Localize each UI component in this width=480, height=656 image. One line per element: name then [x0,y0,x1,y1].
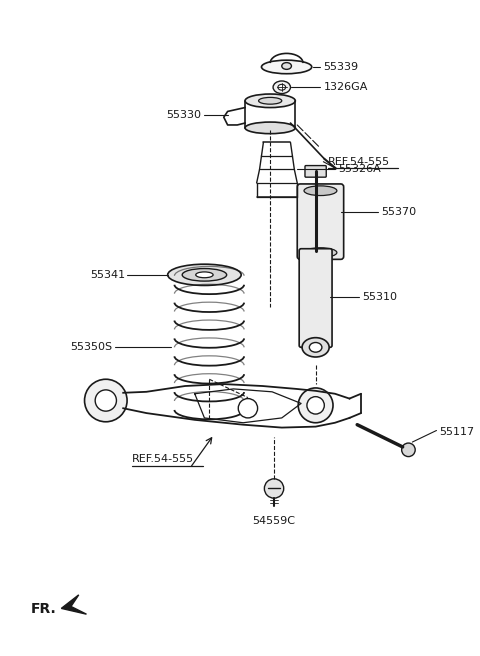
Circle shape [298,388,333,422]
Ellipse shape [282,62,291,70]
Text: 55341: 55341 [90,270,125,280]
Ellipse shape [302,338,329,357]
Ellipse shape [245,94,295,108]
Ellipse shape [273,81,290,94]
Ellipse shape [304,248,337,257]
Text: 54559C: 54559C [252,516,296,525]
Text: 55117: 55117 [439,428,475,438]
Ellipse shape [182,268,227,281]
Text: 55326A: 55326A [338,165,381,174]
Text: FR.: FR. [30,602,56,616]
Circle shape [402,443,415,457]
Ellipse shape [309,342,322,352]
Ellipse shape [259,97,282,104]
Text: REF.54-555: REF.54-555 [328,157,390,167]
Ellipse shape [196,272,213,277]
Ellipse shape [168,264,241,285]
Ellipse shape [304,186,337,195]
Text: 55339: 55339 [324,62,359,72]
Text: 55350S: 55350S [71,342,113,352]
Text: 55310: 55310 [362,292,397,302]
Ellipse shape [278,85,286,90]
Text: 1326GA: 1326GA [324,82,368,92]
FancyBboxPatch shape [305,165,326,177]
Ellipse shape [245,122,295,134]
Circle shape [264,479,284,498]
Ellipse shape [262,60,312,73]
FancyBboxPatch shape [299,249,332,347]
Polygon shape [61,595,86,614]
Circle shape [238,399,258,418]
Text: 55330: 55330 [167,110,202,120]
Circle shape [95,390,117,411]
Circle shape [307,397,324,414]
Text: 55370: 55370 [382,207,417,217]
FancyBboxPatch shape [297,184,344,259]
Circle shape [84,379,127,422]
Text: REF.54-555: REF.54-555 [132,455,194,464]
